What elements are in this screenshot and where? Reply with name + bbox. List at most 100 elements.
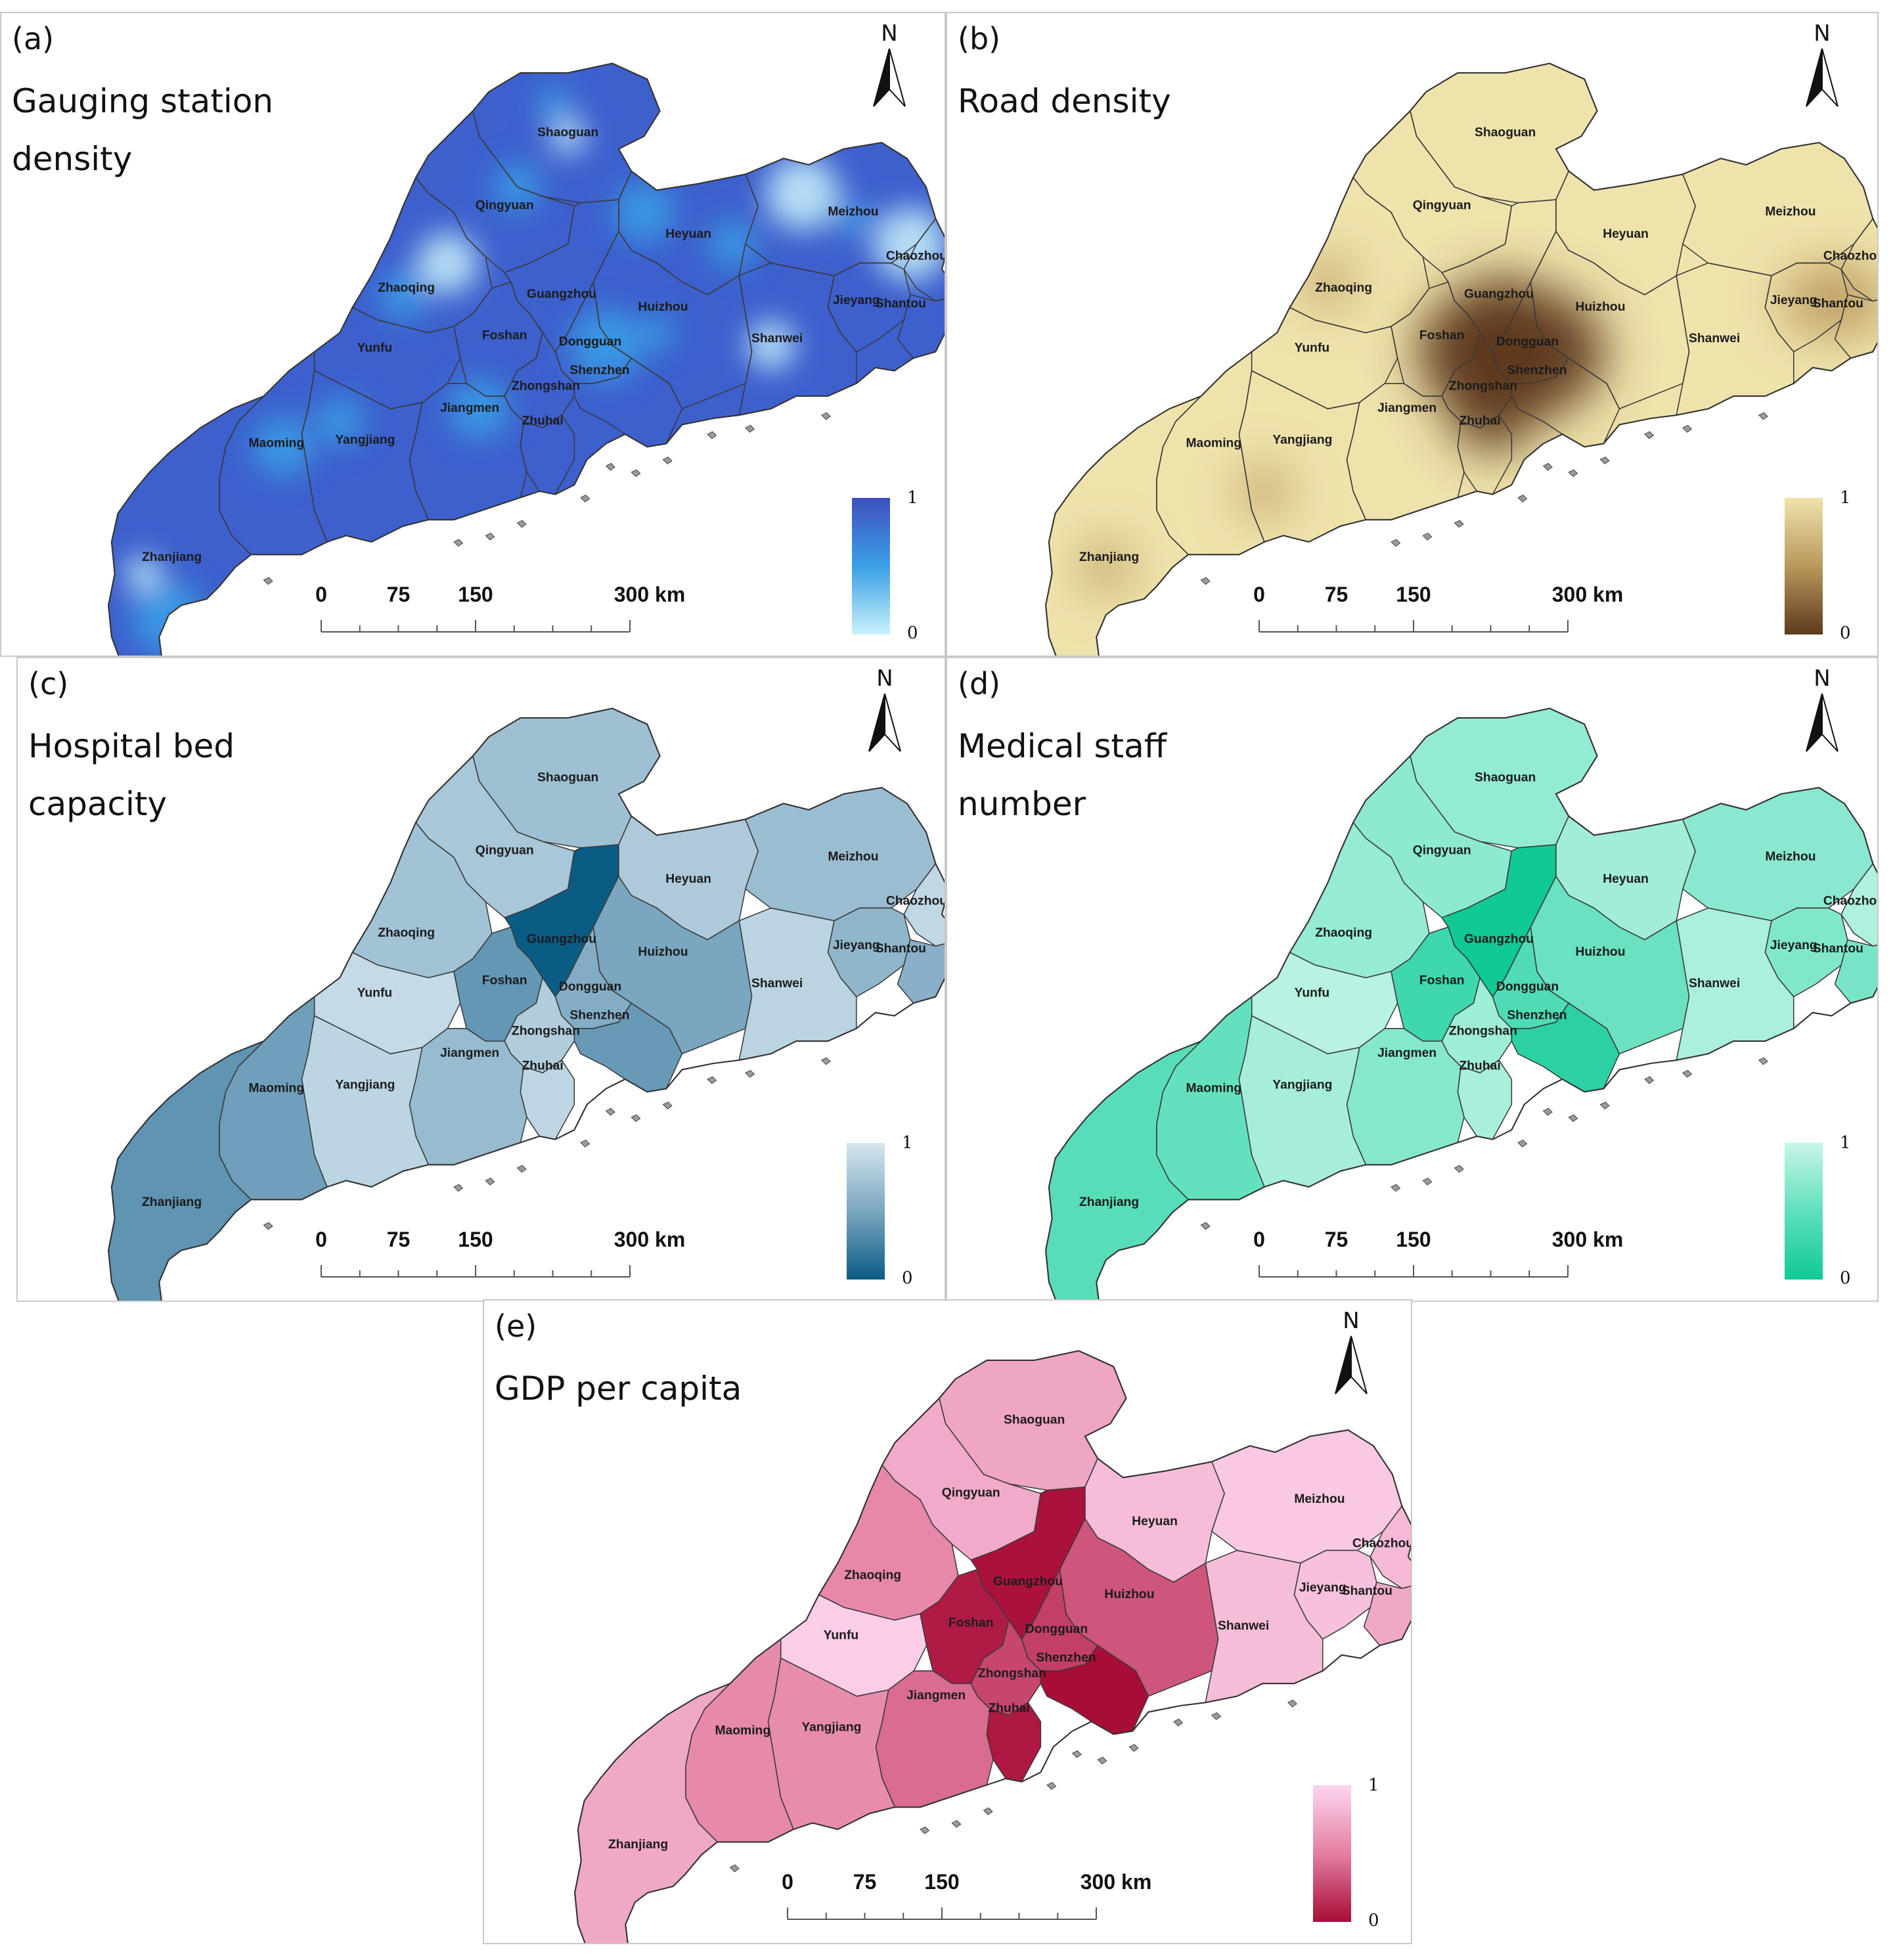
raster-hotspot [613,181,675,243]
city-label-dongguan: Dongguan [1025,1622,1088,1636]
island [1517,495,1528,502]
island [453,1184,464,1192]
city-label-zhongshan: Zhongshan [512,1024,580,1038]
panel-c: (c) Hospital bed capacity Shaoguan Qingyu… [16,657,946,1302]
region-shenzhen [573,357,683,448]
scale-tick-t0: 0 [1253,583,1265,606]
raster-hotspot [125,556,162,592]
island [1644,1076,1655,1084]
city-label-huizhou: Huizhou [638,945,688,959]
city-label-shaoguan: Shaoguan [1004,1413,1065,1427]
city-label-huizhou: Huizhou [638,300,688,314]
panel-title: GDP per capita [495,1370,742,1408]
island [662,457,673,464]
island [1542,462,1553,471]
north-arrow-icon: N [873,20,906,107]
city-label-jieyang: Jieyang [1770,294,1817,307]
city-label-dongguan: Dongguan [1496,980,1559,994]
legend-min: 0 [1368,1911,1379,1930]
city-label-foshan: Foshan [948,1616,994,1630]
city-label-huizhou: Huizhou [1575,300,1625,314]
panel-label: (c) [28,666,69,702]
city-label-jiangmen: Jiangmen [1377,401,1436,415]
city-label-zhaoqing: Zhaoqing [378,281,435,295]
island [1599,457,1610,464]
raster-hotspot [708,219,757,269]
scale-tick-t75: 75 [1325,583,1348,606]
city-label-chaozhou: Chaozhou [1823,250,1879,263]
scale-bar: 0 75 150 300 km [782,1870,1152,1920]
city-label-zhanjiang: Zhanjiang [608,1838,668,1852]
island [580,495,590,502]
city-label-maoming: Maoming [1186,436,1241,450]
island [920,1826,930,1835]
city-label-jiangmen: Jiangmen [440,401,499,415]
city-label-yangjiang: Yangjiang [1272,1078,1332,1092]
map-e: Shaoguan Qingyuan Meizhou Heyuan Chaozhou Zha… [574,1308,1411,1943]
city-label-shanwei: Shanwei [1218,1619,1269,1633]
legend-min: 0 [1840,1268,1851,1288]
legend-max: 1 [1840,1133,1851,1153]
raster-hotspot [1080,542,1132,593]
island [605,462,615,471]
city-label-shaoguan: Shaoguan [537,770,598,784]
city-label-zhongshan: Zhongshan [978,1666,1046,1680]
island [820,412,831,420]
scale-tick-t150: 150 [1396,1228,1431,1251]
panel-d: (d) Medical staff number Shaoguan Qingyua… [946,657,1879,1302]
island [263,1222,273,1230]
city-label-shenzhen: Shenzhen [569,363,629,377]
city-label-zhongshan: Zhongshan [512,379,580,393]
province-outline [574,1350,1411,1943]
map-d: Shaoguan Qingyuan Meizhou Heyuan Chaozhou Zha… [1045,665,1877,1301]
city-label-shaoguan: Shaoguan [1475,770,1536,784]
city-label-heyuan: Heyuan [665,227,711,241]
legend-max: 1 [1840,488,1851,508]
region-shenzhen [573,1002,683,1093]
city-label-yunfu: Yunfu [357,342,393,355]
north-label: N [881,20,897,47]
scale-bar: 0 75 150 300 km [1253,583,1623,633]
city-label-heyuan: Heyuan [665,872,711,886]
city-label-huizhou: Huizhou [1575,945,1625,959]
city-label-qingyuan: Qingyuan [1413,843,1471,857]
island [1200,577,1211,585]
city-label-qingyuan: Qingyuan [476,198,534,212]
island [1046,1782,1057,1790]
city-label-shenzhen: Shenzhen [569,1008,629,1022]
city-label-zhanjiang: Zhanjiang [1079,550,1139,564]
island [1173,1718,1184,1727]
island [745,424,755,433]
raster-hotspot [315,397,364,446]
panel-title: Medical staff number [958,727,1167,823]
city-label-heyuan: Heyuan [1603,227,1649,241]
scale-tick-t75: 75 [853,1870,877,1894]
north-label: N [1343,1308,1359,1334]
scale-tick-t300: 300 km [1080,1870,1152,1894]
city-label-foshan: Foshan [1419,973,1465,987]
city-label-meizhou: Meizhou [828,850,878,864]
raster-hotspot [569,308,643,382]
island [516,1165,527,1173]
city-label-zhongshan: Zhongshan [1449,1024,1517,1038]
island [820,1057,831,1065]
province-map: Shaoguan Qingyuan Meizhou Heyuan Chaozhou Zha… [108,62,946,656]
city-label-zhongshan: Zhongshan [1449,379,1517,393]
panel-label: (a) [12,21,55,56]
city-label-chaozhou: Chaozhou [886,250,946,263]
color-legend: 10 [1785,488,1851,643]
scale-tick-t300: 300 km [1552,1228,1624,1251]
legend-min: 0 [907,623,918,643]
city-label-yunfu: Yunfu [1295,987,1330,1000]
legend-ramp [1785,498,1823,635]
scale-tick-t75: 75 [1325,1228,1348,1251]
scale-tick-t75: 75 [387,1228,411,1251]
city-label-shaoguan: Shaoguan [537,125,598,139]
island [1422,532,1433,541]
north-arrow-icon: N [868,665,901,752]
city-label-shantou: Shantou [876,297,926,311]
scale-tick-t300: 300 km [614,583,686,606]
city-label-zhanjiang: Zhanjiang [142,550,202,564]
city-label-yangjiang: Yangjiang [801,1720,861,1734]
island [1542,1107,1553,1116]
